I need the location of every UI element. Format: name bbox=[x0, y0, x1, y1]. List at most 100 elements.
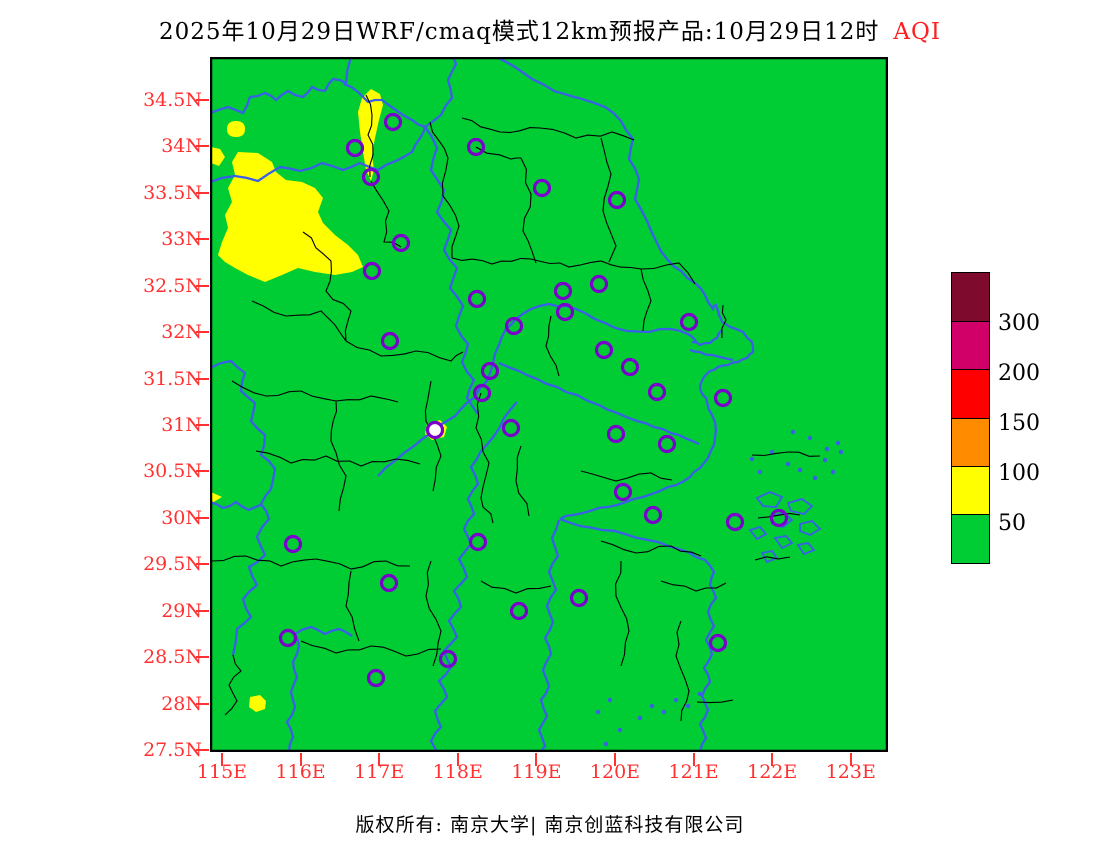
island-dot bbox=[769, 449, 775, 455]
province-border bbox=[424, 126, 479, 415]
x-axis-label: 121E bbox=[668, 761, 719, 783]
y-axis-tick bbox=[196, 238, 209, 241]
county-border bbox=[615, 560, 630, 667]
city-marker bbox=[713, 388, 733, 408]
island-dot bbox=[807, 435, 813, 441]
city-marker bbox=[361, 167, 381, 187]
city-marker bbox=[468, 532, 488, 552]
island-dot bbox=[637, 715, 643, 721]
island-outline bbox=[748, 525, 768, 541]
city-marker bbox=[383, 112, 403, 132]
province-border bbox=[537, 519, 561, 752]
y-axis-tick bbox=[196, 377, 209, 380]
county-border bbox=[640, 268, 652, 332]
x-axis-tick bbox=[614, 753, 616, 766]
y-axis-label: 33N bbox=[161, 228, 202, 251]
island-dot bbox=[661, 709, 667, 715]
county-border bbox=[425, 560, 442, 667]
province-border bbox=[424, 57, 458, 128]
y-axis-label: 29.5N bbox=[143, 553, 202, 576]
aqi-moderate-patch bbox=[211, 147, 225, 166]
y-axis-label: 28.5N bbox=[143, 646, 202, 669]
aqi-good-area bbox=[210, 57, 888, 752]
legend-color-band bbox=[951, 514, 990, 565]
coastline bbox=[691, 329, 723, 347]
y-axis-tick bbox=[196, 191, 209, 194]
x-axis-label: 120E bbox=[589, 761, 641, 783]
city-marker bbox=[345, 138, 365, 158]
city-marker bbox=[480, 361, 500, 381]
title-text: 2025年10月29日WRF/cmaq模式12km预报产品:10月29日12时 bbox=[159, 19, 880, 45]
county-border bbox=[696, 699, 734, 704]
island-dot bbox=[822, 457, 828, 463]
city-marker bbox=[589, 274, 609, 294]
aqi-moderate-patch bbox=[358, 89, 383, 181]
y-axis-tick bbox=[196, 702, 209, 705]
x-axis-label: 115E bbox=[196, 761, 248, 783]
province-border bbox=[210, 359, 277, 656]
county-border bbox=[365, 94, 374, 178]
x-axis-label: 122E bbox=[747, 761, 798, 783]
legend-color-band bbox=[951, 466, 990, 517]
city-marker bbox=[532, 178, 552, 198]
province-border bbox=[343, 82, 426, 129]
x-axis-tick bbox=[849, 753, 852, 766]
x-axis-tick bbox=[378, 753, 381, 766]
x-axis-label: 118E bbox=[432, 761, 483, 783]
legend-value-label: 300 bbox=[998, 311, 1040, 336]
city-marker bbox=[606, 424, 626, 444]
city-marker bbox=[643, 505, 663, 525]
county-border bbox=[224, 654, 242, 716]
y-axis-tick bbox=[196, 656, 209, 659]
county-border bbox=[600, 137, 617, 263]
county-border bbox=[600, 540, 702, 557]
county-border bbox=[231, 380, 399, 403]
city-marker bbox=[380, 331, 400, 351]
legend-value-label: 50 bbox=[998, 511, 1026, 536]
county-border bbox=[255, 450, 421, 467]
island-dot bbox=[649, 703, 655, 709]
province-border bbox=[210, 126, 427, 184]
island-outline bbox=[773, 535, 794, 550]
island-dot bbox=[835, 440, 841, 446]
island-dot bbox=[812, 475, 818, 481]
county-border bbox=[429, 121, 460, 258]
island-dot bbox=[797, 467, 803, 473]
county-border bbox=[475, 392, 494, 524]
city-marker bbox=[467, 289, 487, 309]
city-marker bbox=[438, 649, 458, 669]
y-axis-tick bbox=[196, 516, 209, 519]
y-axis-label: 29N bbox=[161, 599, 202, 622]
legend-color-band bbox=[951, 417, 990, 468]
city-marker bbox=[466, 137, 486, 157]
title-variable: AQI bbox=[893, 19, 941, 45]
city-marker bbox=[657, 434, 677, 454]
province-border bbox=[495, 57, 696, 284]
county-border bbox=[330, 400, 347, 512]
map-layers bbox=[210, 57, 888, 752]
island-dot bbox=[785, 461, 791, 467]
city-marker bbox=[594, 340, 614, 360]
y-axis-label: 30N bbox=[161, 506, 202, 529]
city-marker bbox=[362, 261, 382, 281]
chart-title: 2025年10月29日WRF/cmaq模式12km预报产品:10月29日12时 A… bbox=[0, 12, 1100, 46]
map-frame bbox=[210, 57, 888, 752]
aqi-moderate-patch bbox=[218, 152, 363, 282]
city-marker bbox=[647, 382, 667, 402]
aqi-color-legend bbox=[951, 272, 990, 565]
city-marker bbox=[366, 668, 386, 688]
island-dot bbox=[673, 697, 679, 703]
province-border bbox=[498, 361, 700, 446]
x-axis-tick bbox=[535, 753, 538, 766]
province-border bbox=[210, 57, 353, 115]
x-axis-tick bbox=[456, 753, 459, 766]
y-axis-label: 28N bbox=[161, 692, 202, 715]
island-outline bbox=[760, 550, 779, 564]
y-axis-tick bbox=[196, 331, 209, 334]
y-axis-label: 32N bbox=[161, 321, 202, 344]
copyright-text: 版权所有: 南京大学| 南京创蓝科技有限公司 bbox=[355, 814, 745, 836]
island-outline bbox=[755, 491, 784, 508]
city-marker bbox=[569, 588, 589, 608]
county-border bbox=[370, 180, 402, 248]
